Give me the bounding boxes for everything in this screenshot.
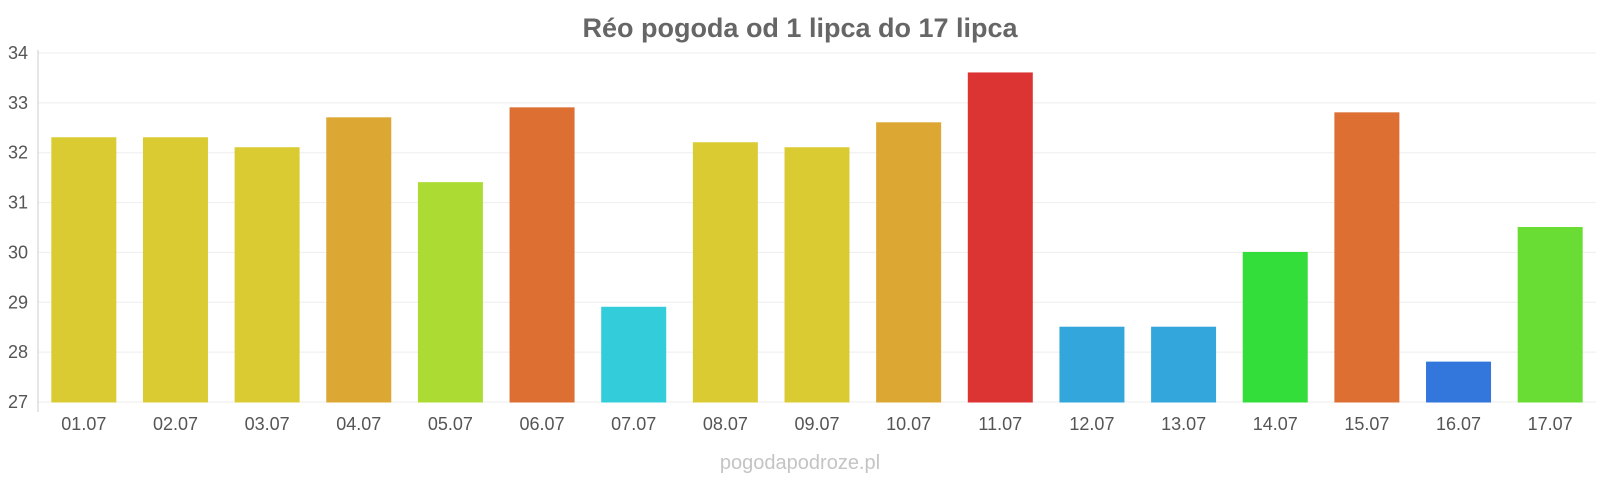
x-tick-label: 05.07 (428, 414, 473, 434)
x-tick-label: 07.07 (611, 414, 656, 434)
bar-15.07 (1334, 112, 1400, 403)
y-tick-label: 27 (8, 392, 28, 412)
x-tick-label: 12.07 (1069, 414, 1114, 434)
y-tick-label: 32 (8, 143, 28, 163)
y-tick-label: 34 (8, 43, 28, 63)
bar-01.07 (51, 137, 117, 403)
y-tick-label: 30 (8, 242, 28, 262)
bar-02.07 (142, 137, 208, 403)
bar-08.07 (692, 142, 758, 403)
bar-06.07 (509, 107, 575, 403)
x-tick-label: 13.07 (1161, 414, 1206, 434)
y-tick-label: 29 (8, 292, 28, 312)
x-tick-label: 02.07 (153, 414, 198, 434)
bar-12.07 (1059, 326, 1125, 403)
y-tick-labels: 27 28 29 30 31 32 33 34 (8, 43, 28, 412)
bar-04.07 (326, 117, 392, 403)
bar-03.07 (234, 147, 300, 403)
bar-16.07 (1426, 361, 1492, 403)
x-tick-label: 08.07 (703, 414, 748, 434)
bar-09.07 (784, 147, 850, 403)
x-tick-label: 15.07 (1344, 414, 1389, 434)
x-tick-label: 11.07 (978, 414, 1022, 434)
x-tick-label: 17.07 (1528, 414, 1573, 434)
bar-14.07 (1242, 251, 1308, 403)
bar-13.07 (1151, 326, 1217, 403)
x-tick-label: 16.07 (1436, 414, 1481, 434)
y-tick-label: 28 (8, 342, 28, 362)
x-tick-labels: 01.07 02.07 03.07 04.07 05.07 06.07 07.07 08.07… (61, 414, 1572, 434)
x-tick-label: 01.07 (61, 414, 106, 434)
x-tick-label: 04.07 (336, 414, 381, 434)
chart-title: Réo pogoda od 1 lipca do 17 lipca (582, 13, 1018, 43)
x-tick-label: 06.07 (520, 414, 565, 434)
x-tick-label: 09.07 (794, 414, 839, 434)
bars (51, 72, 1583, 403)
x-tick-label: 03.07 (245, 414, 290, 434)
y-tick-label: 31 (8, 193, 28, 213)
watermark: pogodapodroze.pl (720, 452, 880, 474)
x-tick-label: 10.07 (886, 414, 931, 434)
y-tick-label: 33 (8, 93, 28, 113)
bar-11.07 (967, 72, 1033, 403)
bar-05.07 (417, 182, 483, 403)
bar-07.07 (601, 306, 667, 403)
bar-10.07 (876, 122, 942, 403)
x-tick-label: 14.07 (1253, 414, 1298, 434)
bar-17.07 (1517, 227, 1583, 403)
